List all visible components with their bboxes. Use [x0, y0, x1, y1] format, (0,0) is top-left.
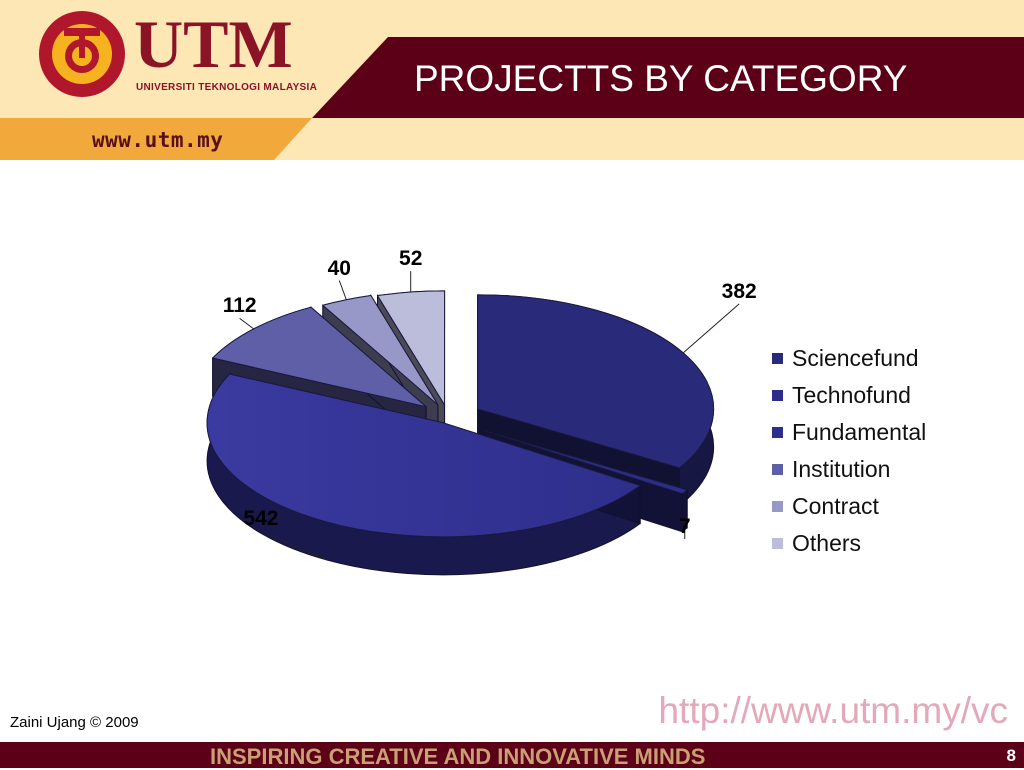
- legend-swatch: [772, 501, 783, 512]
- pie-leader-line: [260, 530, 328, 561]
- legend-swatch: [772, 353, 783, 364]
- pie-data-label-others: 52: [399, 247, 423, 271]
- legend-label: Fundamental: [792, 419, 927, 445]
- pie-leader-line: [338, 280, 347, 300]
- pie-slice-fundamental: [206, 373, 642, 538]
- legend-item-contract: Contract: [772, 488, 926, 525]
- legend-item-technofund: Technofund: [772, 377, 926, 414]
- header-site-url[interactable]: www.utm.my: [92, 128, 224, 152]
- header-maroon-band: [312, 37, 1024, 118]
- pie-slice-technofund: [485, 430, 689, 495]
- utm-logo-subtitle: UNIVERSITI TEKNOLOGI MALAYSIA: [136, 82, 318, 93]
- utm-logo-text: UTM: [134, 6, 293, 82]
- pie-leader-line: [239, 318, 254, 330]
- legend-label: Technofund: [792, 382, 911, 408]
- pie-data-label-technofund: 7: [678, 515, 691, 539]
- header-background: [0, 0, 1024, 160]
- legend-swatch: [772, 464, 783, 475]
- chart-legend: Sciencefund Technofund Fundamental Insti…: [772, 340, 926, 562]
- legend-label: Others: [792, 530, 862, 556]
- page-number: 8: [1006, 746, 1016, 765]
- pie-leader-line: [682, 303, 740, 354]
- pie-slice-institution: [211, 306, 427, 408]
- pie-data-label-sciencefund: 382: [721, 279, 757, 303]
- pie-slice-sciencefund: [477, 294, 715, 469]
- legend-item-others: Others: [772, 525, 926, 562]
- legend-label: Sciencefund: [792, 345, 919, 371]
- author-credit: Zaini Ujang © 2009: [10, 714, 139, 731]
- utm-seal-logo: [39, 11, 125, 97]
- legend-swatch: [772, 538, 783, 549]
- pie-data-label-fundamental: 542: [243, 506, 279, 530]
- pie-data-label-institution: 112: [222, 294, 257, 318]
- legend-swatch: [772, 390, 783, 401]
- legend-item-sciencefund: Sciencefund: [772, 340, 926, 377]
- legend-swatch: [772, 427, 783, 438]
- slide-header: UTM UNIVERSITI TEKNOLOGI MALAYSIA www.ut…: [0, 0, 1024, 160]
- slide-title: PROJECTTS BY CATEGORY: [414, 58, 908, 99]
- pie-slice-contract: [321, 294, 439, 406]
- header-gold-band: [0, 118, 312, 160]
- legend-label: Contract: [792, 493, 879, 519]
- legend-label: Institution: [792, 456, 891, 482]
- legend-item-institution: Institution: [772, 451, 926, 488]
- pie-data-label-contract: 40: [327, 256, 351, 280]
- footer-url-link[interactable]: http://www.utm.my/vc: [658, 690, 1008, 731]
- legend-item-fundamental: Fundamental: [772, 414, 926, 451]
- footer-bar: INSPIRING CREATIVE AND INNOVATIVE MINDS …: [0, 742, 1024, 769]
- footer-tagline: INSPIRING CREATIVE AND INNOVATIVE MINDS: [210, 744, 706, 769]
